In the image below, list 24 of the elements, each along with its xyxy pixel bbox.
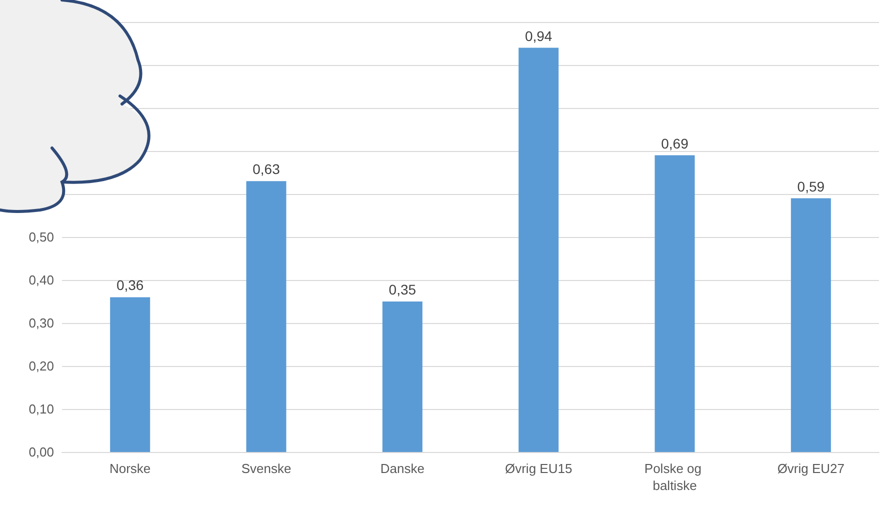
bar xyxy=(518,48,559,452)
y-tick-label: 0,50 xyxy=(28,230,54,244)
bar xyxy=(654,155,695,452)
x-tick-label: Øvrig EU27 xyxy=(777,461,845,476)
x-tick-label: Svenske xyxy=(241,461,292,476)
data-label: 0,59 xyxy=(797,178,825,194)
bar xyxy=(110,297,150,452)
data-label: 0,36 xyxy=(116,277,144,294)
y-tick-label: 0,20 xyxy=(28,358,54,374)
bar xyxy=(382,302,422,452)
data-label: 0,94 xyxy=(524,28,552,44)
x-tick-label: Polske og baltiske xyxy=(644,461,706,493)
bar xyxy=(246,181,286,452)
y-tick-label: 0,00 xyxy=(28,444,54,460)
y-tick-label: 0,40 xyxy=(28,272,54,288)
y-tick-label: 0,30 xyxy=(28,316,54,330)
y-tick-label: 0,10 xyxy=(28,402,54,416)
x-tick-label: Norske xyxy=(109,461,151,476)
data-label: 0,69 xyxy=(661,135,689,152)
x-tick-label: Øvrig EU15 xyxy=(504,461,572,476)
x-tick-label: Danske xyxy=(380,461,424,476)
bar xyxy=(790,198,831,452)
data-label: 0,35 xyxy=(388,282,416,298)
data-label: 0,63 xyxy=(252,161,280,178)
